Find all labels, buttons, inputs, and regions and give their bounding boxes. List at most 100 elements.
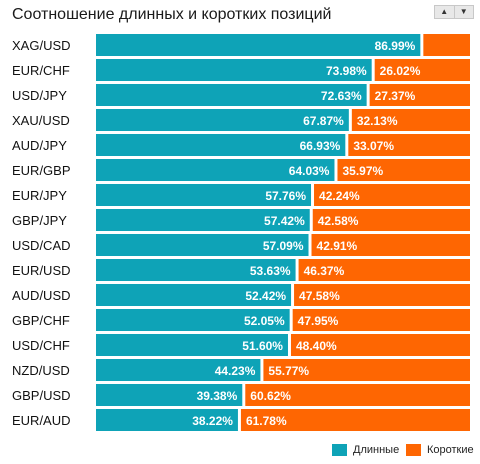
bar-short (374, 59, 470, 81)
data-label-short: 46.37% (304, 264, 345, 278)
legend-label-long: Длинные (353, 444, 400, 456)
bar-long (96, 34, 421, 56)
category-label: AUD/USD (12, 288, 71, 303)
data-label-long: 52.42% (245, 289, 286, 303)
bar-short (240, 409, 470, 431)
category-label: USD/CHF (12, 338, 70, 353)
category-label: NZD/USD (12, 363, 70, 378)
data-label-long: 86.99% (375, 39, 416, 53)
bar-row: EUR/JPY 57.76% 42.24% (12, 184, 470, 206)
data-label-short: 33.07% (353, 139, 394, 153)
data-label-long: 57.76% (265, 189, 306, 203)
bar-row: USD/JPY 72.63% 27.37% (12, 84, 470, 106)
category-label: EUR/CHF (12, 63, 70, 78)
data-label-short: 32.13% (357, 114, 398, 128)
data-label-long: 39.38% (197, 389, 238, 403)
bar-short (290, 334, 470, 356)
bar-long (96, 309, 290, 331)
bar-long (96, 384, 243, 406)
data-label-short: 42.58% (318, 214, 359, 228)
bar-short (348, 134, 470, 156)
bar-long (96, 284, 292, 306)
bar-long (96, 259, 296, 281)
bar-long (96, 184, 312, 206)
bar-long (96, 134, 346, 156)
bar-short (311, 234, 470, 256)
category-label: GBP/CHF (12, 313, 70, 328)
bar-long (96, 109, 349, 131)
legend-swatch-long (332, 444, 347, 456)
data-label-short: 47.95% (298, 314, 339, 328)
legend-swatch-short (406, 444, 421, 456)
bar-short (337, 159, 470, 181)
bar-long (96, 59, 372, 81)
data-label-long: 67.87% (303, 114, 344, 128)
data-label-long: 57.09% (263, 239, 304, 253)
bar-row: GBP/CHF 52.05% 47.95% (12, 309, 470, 331)
sort-control[interactable]: ▲ ▼ (434, 5, 474, 19)
data-label-short: 35.97% (342, 164, 383, 178)
bar-short (423, 34, 470, 56)
chart-svg: XAG/USD 86.99% EUR/CHF 73.98% 26.02% USD/JPY 7… (12, 34, 470, 431)
bar-row: EUR/AUD 38.22% 61.78% (12, 409, 470, 431)
bar-row: EUR/CHF 73.98% 26.02% (12, 59, 470, 81)
bar-short (314, 184, 470, 206)
bar-long (96, 409, 238, 431)
bar-row: GBP/USD 39.38% 60.62% (12, 384, 470, 406)
data-label-short: 42.24% (319, 189, 360, 203)
bar-long (96, 234, 309, 256)
bar-short (263, 359, 470, 381)
category-label: EUR/JPY (12, 188, 67, 203)
data-label-short: 55.77% (268, 364, 309, 378)
bar-long (96, 159, 335, 181)
data-label-long: 73.98% (326, 64, 367, 78)
bar-row: USD/CHF 51.60% 48.40% (12, 334, 470, 356)
bar-long (96, 209, 310, 231)
data-label-long: 64.03% (289, 164, 330, 178)
data-label-short: 48.40% (296, 339, 337, 353)
category-label: XAG/USD (12, 38, 71, 53)
bar-row: GBP/JPY 57.42% 42.58% (12, 209, 470, 231)
category-label: XAU/USD (12, 113, 70, 128)
legend-label-short: Короткие (427, 444, 474, 456)
data-label-short: 42.91% (317, 239, 358, 253)
data-label-long: 52.05% (244, 314, 285, 328)
bar-short (369, 84, 470, 106)
bar-row: XAG/USD 86.99% (12, 34, 470, 56)
bar-short (294, 284, 470, 306)
bar-row: EUR/GBP 64.03% 35.97% (12, 159, 470, 181)
data-label-long: 57.42% (264, 214, 305, 228)
bar-row: NZD/USD 44.23% 55.77% (12, 359, 470, 381)
category-label: GBP/JPY (12, 213, 67, 228)
category-label: AUD/JPY (12, 138, 67, 153)
data-label-short: 61.78% (246, 414, 287, 428)
data-label-short: 27.37% (375, 89, 416, 103)
data-label-long: 66.93% (300, 139, 341, 153)
category-label: EUR/USD (12, 263, 71, 278)
legend-item-short: Короткие (406, 444, 474, 456)
bar-long (96, 334, 288, 356)
category-label: GBP/USD (12, 388, 71, 403)
data-label-short: 26.02% (380, 64, 421, 78)
data-label-long: 44.23% (215, 364, 256, 378)
legend: Длинные Короткие (0, 444, 480, 460)
triangle-down-icon[interactable]: ▼ (453, 6, 474, 18)
chart-header: Соотношение длинных и коротких позиций ▲… (0, 0, 480, 30)
bar-long (96, 359, 261, 381)
bar-short (245, 384, 470, 406)
data-label-short: 60.62% (250, 389, 291, 403)
category-label: USD/CAD (12, 238, 71, 253)
data-label-long: 53.63% (250, 264, 291, 278)
data-label-long: 51.60% (242, 339, 283, 353)
bar-short (351, 109, 470, 131)
legend-item-long: Длинные (332, 444, 399, 456)
chart-title: Соотношение длинных и коротких позиций (12, 6, 332, 23)
bar-short (292, 309, 470, 331)
positions-chart: XAG/USD 86.99% EUR/CHF 73.98% 26.02% USD/JPY 7… (0, 33, 480, 433)
bar-row: AUD/USD 52.42% 47.58% (12, 284, 470, 306)
data-label-short: 47.58% (299, 289, 340, 303)
bar-row: USD/CAD 57.09% 42.91% (12, 234, 470, 256)
category-label: USD/JPY (12, 88, 67, 103)
bar-row: XAU/USD 67.87% 32.13% (12, 109, 470, 131)
triangle-up-icon[interactable]: ▲ (440, 7, 449, 16)
